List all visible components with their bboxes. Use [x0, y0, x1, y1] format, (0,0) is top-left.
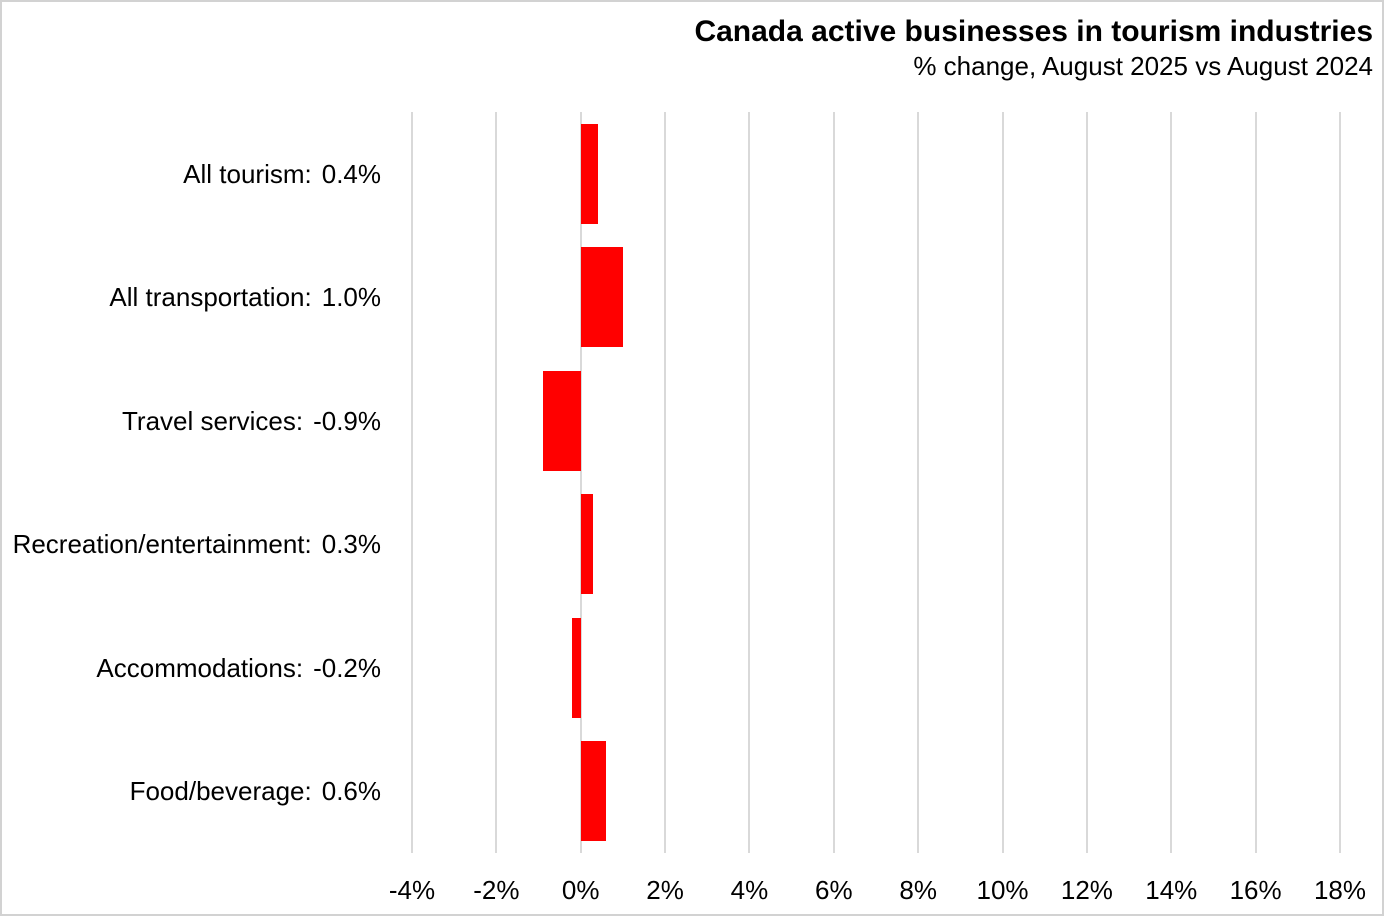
bar: [542, 370, 581, 471]
bar: [580, 494, 594, 595]
gridline: [917, 112, 920, 853]
category-value: 0.6%: [321, 776, 381, 807]
category-name: All transportation:: [109, 282, 312, 313]
gridline: [1339, 112, 1341, 853]
x-tick-label: 18%: [1313, 875, 1367, 905]
chart-subtitle: % change, August 2025 vs August 2024: [913, 51, 1373, 81]
gridline: [832, 112, 835, 853]
category-value: 0.4%: [321, 158, 381, 189]
category-label: All transportation: 1.0%: [109, 281, 381, 313]
bar: [580, 123, 598, 224]
category-name: Food/beverage:: [129, 776, 312, 807]
gridline: [748, 112, 751, 853]
bar: [572, 617, 581, 718]
x-tick-label: 0%: [561, 875, 600, 905]
category-name: Travel services:: [122, 405, 304, 436]
category-value: 0.3%: [321, 529, 381, 560]
gridline: [1254, 112, 1257, 853]
x-tick-label: 2%: [646, 875, 684, 905]
category-label: Food/beverage: 0.6%: [130, 775, 381, 807]
gridline: [1001, 112, 1004, 853]
gridline: [1085, 112, 1088, 853]
category-name: Recreation/entertainment:: [12, 529, 312, 560]
chart-title: Canada active businesses in tourism indu…: [694, 15, 1373, 48]
category-value: -0.9%: [313, 405, 381, 436]
x-tick-label: 4%: [730, 875, 769, 905]
bar: [580, 247, 623, 348]
gridline: [579, 112, 582, 853]
category-value: 1.0%: [321, 282, 381, 313]
category-label: All tourism: 0.4%: [183, 158, 381, 190]
x-tick-label: 10%: [976, 875, 1029, 905]
x-tick-label: 14%: [1145, 875, 1198, 905]
x-tick-label: 12%: [1060, 875, 1113, 905]
gridline: [664, 112, 667, 853]
bar: [580, 741, 607, 842]
x-tick-label: -4%: [388, 875, 436, 905]
category-name: All tourism:: [183, 158, 312, 189]
category-value: -0.2%: [313, 652, 381, 683]
chart-header: Canada active businesses in tourism indu…: [694, 14, 1373, 82]
gridline: [1170, 112, 1173, 853]
category-label: Recreation/entertainment: 0.3%: [13, 528, 381, 560]
category-name: Accommodations:: [96, 652, 304, 683]
x-tick-label: 6%: [815, 875, 853, 905]
gridline: [495, 112, 498, 853]
category-label: Travel services: -0.9%: [122, 405, 381, 437]
gridline: [411, 112, 413, 853]
x-tick-label: -2%: [473, 875, 520, 905]
x-tick-label: 8%: [899, 875, 937, 905]
x-tick-label: 16%: [1229, 875, 1282, 905]
category-label: Accommodations: -0.2%: [96, 652, 381, 684]
